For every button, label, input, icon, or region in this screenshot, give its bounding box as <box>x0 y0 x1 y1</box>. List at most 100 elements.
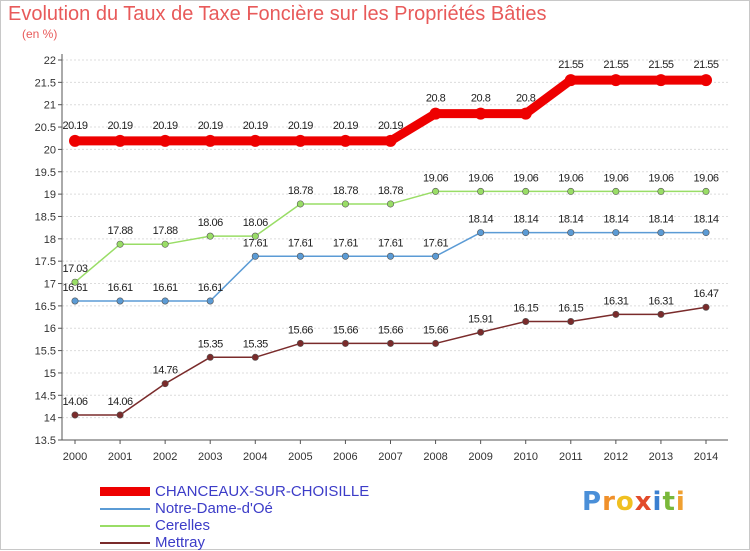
x-tick-label: 2004 <box>243 451 267 463</box>
data-point <box>700 74 712 87</box>
data-point <box>341 200 349 208</box>
data-label: 16.15 <box>558 303 583 315</box>
data-label: 20.19 <box>288 120 313 132</box>
x-tick-label: 2008 <box>423 451 447 463</box>
data-label: 15.66 <box>288 324 313 336</box>
series-line <box>74 306 707 416</box>
data-label: 17.61 <box>243 237 268 249</box>
data-point <box>702 229 710 237</box>
data-label: 18.78 <box>288 185 313 197</box>
data-label: 20.19 <box>153 120 178 132</box>
data-point <box>206 353 214 361</box>
y-tick-label: 16.5 <box>35 301 56 313</box>
data-label: 18.14 <box>648 214 673 226</box>
x-tick-label: 2010 <box>513 451 537 463</box>
data-label: 15.66 <box>423 324 448 336</box>
data-point <box>477 229 485 237</box>
data-label: 14.76 <box>153 365 178 377</box>
data-label: 17.61 <box>288 237 313 249</box>
data-point <box>657 229 665 237</box>
data-label: 16.61 <box>198 282 223 294</box>
data-label: 19.06 <box>603 172 628 184</box>
data-label: 18.78 <box>378 185 403 197</box>
data-point <box>612 187 620 195</box>
x-tick-label: 2014 <box>694 451 718 463</box>
data-label: 20.19 <box>198 120 223 132</box>
data-point <box>251 353 259 361</box>
data-label: 20.19 <box>378 120 403 132</box>
x-tick-label: 2003 <box>198 451 222 463</box>
data-label: 17.88 <box>153 225 178 237</box>
y-tick-label: 20.5 <box>35 122 56 134</box>
data-label: 16.47 <box>693 288 718 300</box>
data-label: 21.55 <box>558 59 583 71</box>
data-label: 18.14 <box>558 214 583 226</box>
logo-letter: x <box>634 487 653 517</box>
data-label: 20.8 <box>426 93 446 105</box>
data-label: 19.06 <box>423 172 448 184</box>
data-point <box>206 297 214 305</box>
data-label: 20.8 <box>516 93 536 105</box>
x-tick-label: 2005 <box>288 451 312 463</box>
data-label: 18.14 <box>603 214 628 226</box>
data-point <box>204 134 217 147</box>
x-tick-label: 2006 <box>333 451 357 463</box>
data-label: 14.06 <box>62 396 87 408</box>
data-label: 14.06 <box>108 396 133 408</box>
data-point <box>657 310 665 318</box>
data-label: 20.19 <box>108 120 133 132</box>
data-point <box>702 187 710 195</box>
data-label: 21.55 <box>648 59 673 71</box>
data-point <box>384 134 397 147</box>
legend-label: CHANCEAUX-SUR-CHOISILLE <box>155 483 370 500</box>
legend-label: Cerelles <box>155 517 211 534</box>
logo-letter: r <box>602 487 616 517</box>
legend-swatch <box>100 487 150 496</box>
chart-subtitle: (en %) <box>22 27 58 41</box>
data-label: 19.06 <box>693 172 718 184</box>
y-tick-label: 18.5 <box>35 211 56 223</box>
y-tick-label: 18 <box>44 234 56 246</box>
y-tick-label: 17 <box>44 279 56 291</box>
data-point <box>251 252 259 260</box>
legend-swatch <box>100 524 150 527</box>
data-point <box>432 187 440 195</box>
data-labels: 20.19 20.19 20.19 20.19 20.19 20.19 20.19 20.19… <box>62 59 719 408</box>
data-point <box>386 200 394 208</box>
data-label: 16.61 <box>153 282 178 294</box>
x-tick-label: 2012 <box>604 451 628 463</box>
data-label: 17.61 <box>333 237 358 249</box>
data-point <box>386 252 394 260</box>
data-label: 15.66 <box>333 324 358 336</box>
data-label: 19.06 <box>558 172 583 184</box>
data-point <box>116 240 124 248</box>
data-point <box>341 252 349 260</box>
data-label: 18.78 <box>333 185 358 197</box>
data-label: 18.14 <box>693 214 718 226</box>
data-point <box>609 74 622 87</box>
data-point <box>114 134 127 147</box>
data-point <box>657 187 665 195</box>
data-point <box>71 411 79 419</box>
data-label: 17.03 <box>62 263 87 275</box>
logo-letter: t <box>662 487 676 517</box>
data-point <box>296 252 304 260</box>
data-label: 18.14 <box>513 214 538 226</box>
data-point <box>159 134 172 147</box>
data-label: 17.88 <box>108 225 133 237</box>
y-tick-label: 19.5 <box>35 167 56 179</box>
data-point <box>161 297 169 305</box>
data-label: 16.31 <box>603 295 628 307</box>
data-point <box>519 107 532 120</box>
data-point <box>71 278 79 286</box>
data-point <box>296 339 304 347</box>
logo-letter: o <box>615 487 635 517</box>
y-tick-label: 21.5 <box>35 77 56 89</box>
data-point <box>522 187 530 195</box>
data-label: 16.15 <box>513 303 538 315</box>
proxiti-logo: Proxiti <box>582 487 686 517</box>
y-tick-label: 21 <box>44 100 56 112</box>
series-group <box>69 74 712 419</box>
